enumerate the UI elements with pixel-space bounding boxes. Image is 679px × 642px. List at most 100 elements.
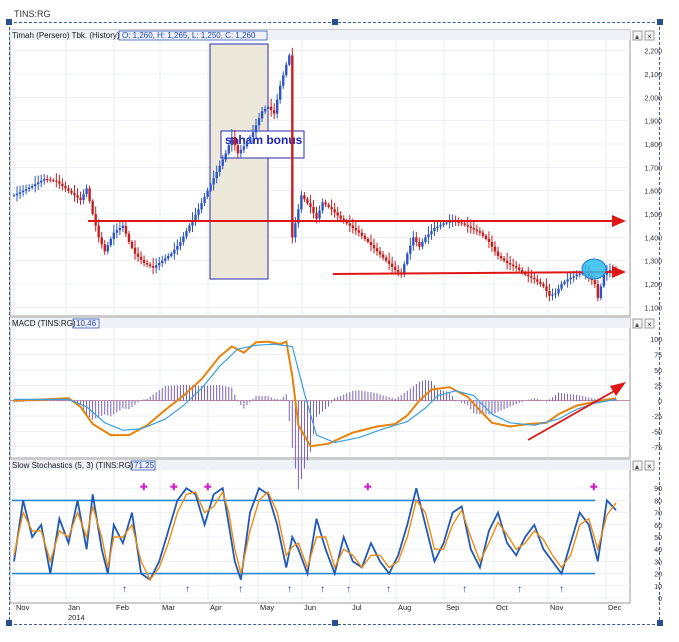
candle-body	[406, 253, 409, 265]
candle-body	[409, 245, 412, 254]
buy-signal-icon: ↑	[287, 584, 292, 595]
resize-handle-bottom[interactable]	[332, 620, 338, 626]
candle-body	[251, 132, 255, 137]
candle-body	[112, 232, 116, 239]
x-tick-label: Jun	[304, 603, 316, 612]
buy-signal-icon: ↑	[238, 584, 243, 595]
resize-handle-bottom-left[interactable]	[6, 620, 12, 626]
candle-body	[539, 281, 542, 284]
candle-body	[481, 232, 485, 236]
candle-body	[439, 224, 442, 227]
x-tick-label: Apr	[210, 603, 222, 612]
buy-signal-icon: ↑	[346, 584, 351, 595]
candle-body	[185, 231, 188, 237]
candle-body	[124, 225, 128, 234]
macd-panel-title: MACD (TINS:RG)	[12, 319, 76, 328]
macd-panel-close-button[interactable]	[644, 318, 655, 329]
candle-body	[312, 207, 315, 213]
candle-body	[499, 256, 503, 259]
y-tick-label: 1,400	[644, 235, 662, 242]
candle-body	[230, 137, 234, 146]
macd-params-box	[72, 318, 100, 329]
y-tick-label: -25	[652, 414, 662, 421]
candle-body	[527, 274, 530, 277]
candle-body	[257, 118, 261, 126]
bonus-annotation-label: saham bonus	[225, 133, 303, 147]
candle-body	[460, 222, 463, 224]
macd-panel-close-icon: ×	[647, 320, 652, 329]
candle-body	[209, 184, 212, 191]
candle-body	[158, 263, 161, 266]
candle-body	[197, 209, 200, 215]
candle-body	[496, 251, 500, 256]
candle-body	[336, 212, 339, 216]
y-tick-label: 0	[658, 596, 662, 603]
y-tick-label: 25	[654, 383, 662, 390]
candle-body	[94, 214, 97, 226]
candle-body	[46, 179, 49, 180]
candle-body	[188, 225, 191, 232]
resize-handle-bottom-right[interactable]	[657, 620, 663, 626]
stoch-panel-close-button[interactable]	[644, 460, 655, 471]
candle-body	[560, 284, 563, 289]
candle-body	[351, 225, 355, 228]
candle-body	[430, 231, 433, 235]
candle-body	[52, 180, 55, 182]
price-ohlc-readout: O: 1,260, H: 1,265, L: 1,250, C: 1,260	[122, 31, 256, 40]
candle-body	[596, 284, 600, 298]
x-tick-label: Jan	[68, 603, 80, 612]
candle-body	[224, 153, 227, 160]
candle-body	[445, 222, 448, 224]
candle-body	[275, 99, 279, 114]
candle-body	[566, 279, 569, 282]
candle-body	[484, 235, 488, 239]
resistance-arrow-icon	[612, 215, 626, 227]
y-tick-label: 1,700	[644, 165, 662, 172]
candle-body	[254, 125, 258, 133]
resize-handle-top-right[interactable]	[657, 19, 663, 25]
candle-body	[424, 237, 427, 242]
candle-body	[167, 256, 170, 259]
candle-body	[161, 260, 164, 263]
stoch-panel-title: Slow Stochastics (5, 3) (TINS:RG)	[12, 461, 134, 470]
candle-body	[545, 286, 548, 291]
candle-body	[536, 279, 539, 282]
buy-signal-icon: ↑	[462, 584, 467, 595]
candle-body	[369, 242, 373, 246]
candle-body	[514, 266, 518, 268]
candle-body	[15, 193, 19, 196]
candle-body	[130, 242, 134, 248]
candle-body	[263, 109, 267, 112]
candle-body	[24, 189, 28, 191]
candle-body	[260, 111, 264, 119]
candle-body	[82, 194, 85, 200]
buy-signal-icon: ↑	[559, 584, 564, 595]
sell-signal-icon: ✚	[170, 482, 178, 492]
candle-body	[179, 242, 182, 246]
candle-body	[43, 179, 46, 181]
candle-body	[605, 272, 609, 275]
resize-handle-top-left[interactable]	[6, 19, 12, 25]
stoch-lines: ↑ ↑ ↑ ↑ ↑ ↑ ↑ ↑ ↑ ↑ ✚ ✚ ✚ ✚ ✚	[12, 482, 617, 595]
candle-body	[327, 204, 330, 207]
stoch-panel-collapse-button[interactable]	[632, 460, 643, 471]
candle-body	[97, 225, 100, 238]
candle-body	[333, 209, 336, 213]
resize-handle-top[interactable]	[332, 19, 338, 25]
price-panel-close-button[interactable]	[644, 30, 655, 41]
candle-body	[139, 256, 143, 260]
macd-panel-collapse-button[interactable]	[632, 318, 643, 329]
candle-body	[517, 267, 521, 270]
candle-body	[121, 225, 125, 228]
price-guide-lines	[88, 215, 626, 278]
candle-body	[463, 223, 466, 225]
stoch-value-box	[130, 460, 156, 471]
candle-body	[421, 242, 424, 247]
y-tick-label: 2,200	[644, 49, 662, 56]
candle-body	[442, 223, 445, 225]
candle-body	[227, 145, 230, 154]
price-panel-collapse-button[interactable]	[632, 30, 643, 41]
candle-body	[599, 286, 603, 298]
x-tick-year: 2014	[68, 613, 85, 622]
candle-body	[73, 193, 76, 196]
